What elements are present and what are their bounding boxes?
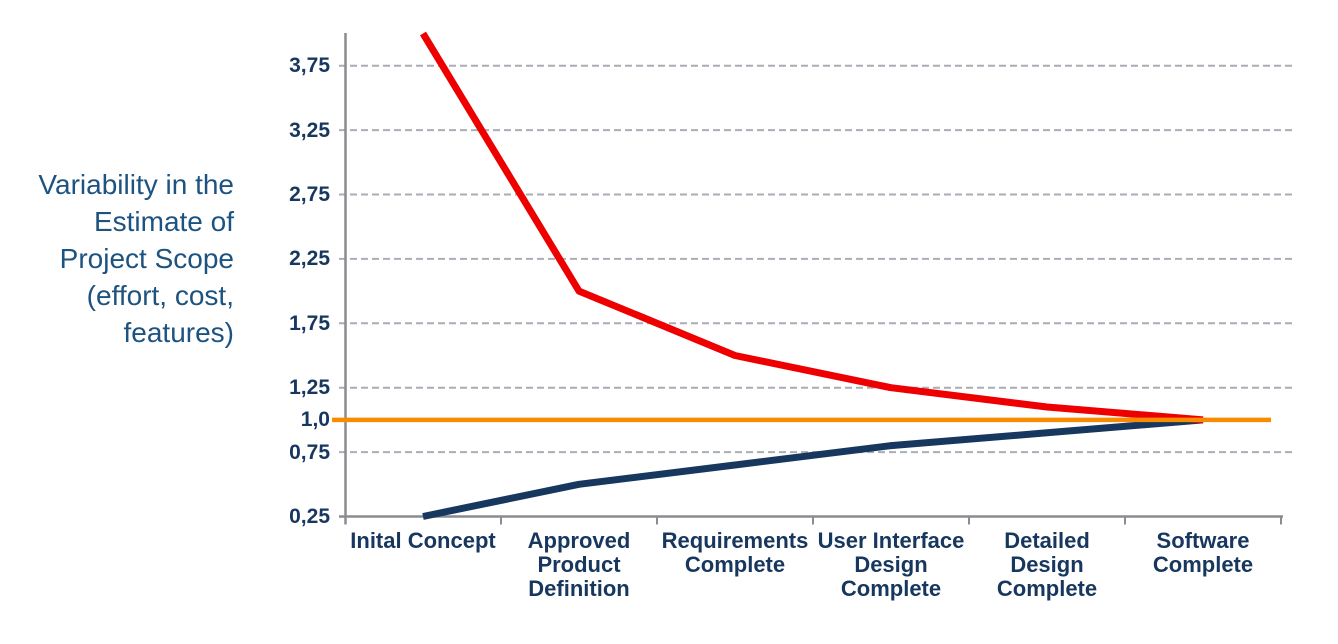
y-tick-label: 3,25	[289, 118, 330, 142]
x-category-label-line: Complete	[684, 552, 786, 577]
x-category-label-line: Design	[854, 552, 928, 577]
y-tick-label: 1,25	[289, 376, 330, 400]
x-category-label: Detailed Design Complete	[962, 529, 1132, 601]
x-category-label: Approved Product Definition	[494, 529, 664, 601]
high-estimate-line	[420, 31, 1204, 424]
y-tick-label: 0,25	[289, 505, 330, 528]
y-tick-label: 2,25	[289, 247, 330, 271]
y-axis-title: Variability in the Estimate of Project S…	[38, 169, 234, 348]
x-category-label: User Interface Design Complete	[806, 529, 976, 601]
y-tick-label: 1,75	[289, 311, 330, 335]
x-category-label: Inital Concept	[338, 529, 508, 553]
x-category-label-line: Complete	[1152, 552, 1254, 577]
x-category-label-line: Complete	[996, 576, 1098, 601]
x-category-label-line: Product	[537, 552, 621, 577]
y-tick-label: 0,75	[289, 440, 330, 464]
low-estimate-line	[422, 416, 1204, 520]
x-category-label-line: Complete	[840, 576, 942, 601]
x-category-label-line: Software	[1156, 528, 1250, 553]
y-tick-label: 1,0	[300, 408, 330, 432]
y-tick-label: 2,75	[289, 183, 330, 206]
x-category-label-line: Inital Concept	[350, 528, 496, 553]
x-category-label-line: Detailed	[1004, 528, 1090, 553]
x-category-label-line: Definition	[528, 576, 630, 601]
x-category-label-line: Requirements	[661, 528, 809, 553]
x-category-label: Requirements Complete	[650, 529, 820, 577]
y-tick-label: 3,75	[289, 54, 330, 78]
x-category-label-line: Design	[1010, 552, 1084, 577]
x-category-label-line: User Interface	[817, 528, 965, 553]
x-category-label: Software Complete	[1118, 529, 1288, 577]
x-category-label-line: Approved	[527, 528, 631, 553]
